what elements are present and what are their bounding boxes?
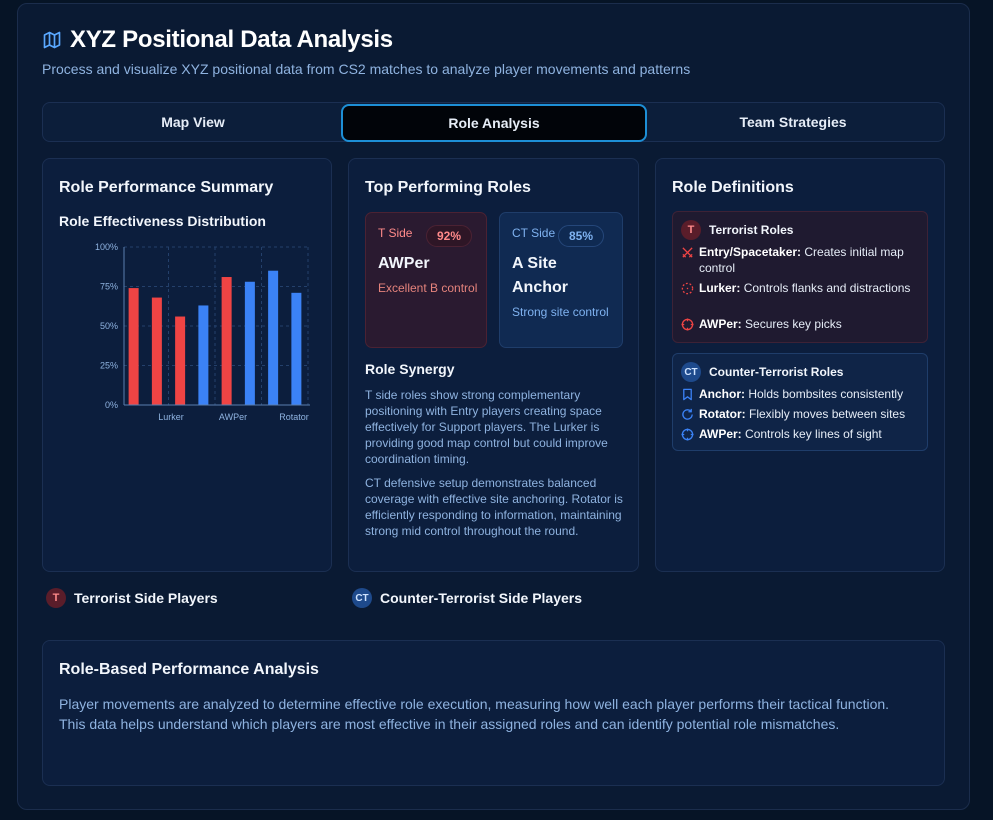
- y-tick-label: 50%: [100, 321, 118, 331]
- legend-t-badge: T: [46, 588, 66, 608]
- analysis-body: Player movements are analyzed to determi…: [59, 696, 890, 732]
- ct-side-label: CT Side: [512, 226, 556, 240]
- page-title-text: XYZ Positional Data Analysis: [70, 26, 393, 53]
- ct-roles-heading: CT Counter-Terrorist Roles: [681, 362, 843, 382]
- page-title: XYZ Positional Data Analysis: [42, 26, 393, 54]
- def-lurker-name: Lurker:: [699, 281, 741, 295]
- t-badge: T: [681, 220, 701, 240]
- x-tick-label: AWPer: [219, 412, 247, 422]
- def-ct-awper: AWPer: Controls key lines of sight: [681, 426, 921, 442]
- ct-badge: CT: [681, 362, 701, 382]
- role-performance-title: Role Performance Summary: [59, 179, 274, 196]
- legend-ct-label: Counter-Terrorist Side Players: [380, 590, 583, 606]
- role-definitions-card: Role Definitions T Terrorist Roles Entry…: [655, 158, 945, 572]
- crosshair-icon: [681, 318, 694, 331]
- bar-t: [151, 297, 162, 405]
- y-tick-label: 75%: [100, 282, 118, 292]
- def-t-awper-desc: Secures key picks: [745, 317, 842, 331]
- def-t-awper-name: AWPer:: [699, 317, 742, 331]
- x-tick-label: Lurker: [158, 412, 184, 422]
- ct-roles-label: Counter-Terrorist Roles: [709, 365, 844, 379]
- role-performance-card: Role Performance Summary Role Effectiven…: [42, 158, 332, 572]
- bar-ct: [244, 281, 255, 405]
- terrorist-roles-box: T Terrorist Roles Entry/Spacetaker: Crea…: [672, 211, 928, 343]
- def-lurker-desc: Controls flanks and distractions: [743, 281, 911, 295]
- map-icon: [43, 31, 61, 49]
- def-rotator-name: Rotator:: [699, 407, 746, 421]
- def-rotator-desc: Flexibly moves between sites: [749, 407, 906, 421]
- rotate-icon: [682, 408, 693, 420]
- ct-side-role-name: A Site Anchor: [512, 255, 568, 296]
- t-side-role-desc: Excellent B control: [378, 281, 478, 295]
- def-ct-awper-desc: Controls key lines of sight: [745, 427, 882, 441]
- tab-map-view[interactable]: Map View: [161, 114, 225, 130]
- bar-ct: [198, 305, 209, 405]
- bar-t: [175, 316, 186, 405]
- bar-ct: [268, 270, 279, 405]
- def-anchor: Anchor: Holds bombsites consistently: [681, 386, 921, 402]
- def-entry-desc: Creates initial map control: [699, 245, 904, 275]
- legend-terrorist: T Terrorist Side Players: [46, 588, 218, 608]
- tab-team-strategies[interactable]: Team Strategies: [739, 114, 847, 130]
- page-subtitle: Process and visualize XYZ positional dat…: [42, 61, 691, 77]
- def-anchor-desc: Holds bombsites consistently: [748, 387, 904, 401]
- def-rotator: Rotator: Flexibly moves between sites: [681, 406, 921, 422]
- legend-t-label: Terrorist Side Players: [74, 590, 218, 606]
- t-side-pct-badge: 92%: [426, 225, 473, 247]
- analysis-title: Role-Based Performance Analysis: [59, 661, 319, 678]
- bookmark-icon: [683, 388, 692, 401]
- ct-side-pct-badge: 85%: [558, 225, 605, 247]
- role-based-analysis-card: Role-Based Performance Analysis Player m…: [42, 640, 945, 786]
- terrorist-roles-label: Terrorist Roles: [709, 223, 794, 237]
- ct-side-role-desc: Strong site control: [512, 305, 609, 319]
- legend-ct-badge: CT: [352, 588, 372, 608]
- swords-icon: [682, 247, 693, 258]
- def-t-awper: AWPer: Secures key picks: [681, 316, 921, 332]
- ct-roles-box: CT Counter-Terrorist Roles Anchor: Holds…: [672, 353, 928, 451]
- y-tick-label: 0%: [105, 400, 118, 410]
- role-definitions-title: Role Definitions: [672, 179, 794, 196]
- role-synergy-t-text: T side roles show strong complementary p…: [365, 388, 608, 466]
- def-entry-spacetaker: Entry/Spacetaker: Creates initial map co…: [681, 244, 921, 276]
- role-synergy-title: Role Synergy: [365, 361, 455, 377]
- ct-side-top-role: CT Side 85% A Site Anchor Strong site co…: [499, 212, 623, 348]
- x-tick-label: Rotator: [279, 412, 309, 422]
- chart-title: Role Effectiveness Distribution: [59, 213, 266, 229]
- bar-ct: [291, 292, 302, 405]
- role-synergy-ct-text: CT defensive setup demonstrates balanced…: [365, 476, 623, 538]
- y-tick-label: 25%: [100, 361, 118, 371]
- y-tick-label: 100%: [95, 242, 118, 252]
- top-roles-title: Top Performing Roles: [365, 179, 531, 196]
- tab-bar: Map View Role Analysis Team Strategies: [42, 102, 945, 142]
- dashed-circle-icon: [681, 282, 694, 295]
- crosshair-icon: [681, 428, 694, 441]
- t-side-top-role: T Side 92% AWPer Excellent B control: [365, 212, 487, 348]
- def-anchor-name: Anchor:: [699, 387, 745, 401]
- bar-t: [221, 277, 232, 405]
- def-lurker: Lurker: Controls flanks and distractions: [681, 280, 921, 296]
- terrorist-roles-heading: T Terrorist Roles: [681, 220, 793, 240]
- t-side-label: T Side: [378, 226, 413, 240]
- def-ct-awper-name: AWPer:: [699, 427, 742, 441]
- bar-t: [128, 288, 139, 405]
- t-side-role-name: AWPer: [378, 255, 430, 272]
- role-effectiveness-chart: 0% 25% 50% 75% 100% Lurker AWPer Rotator: [95, 242, 310, 422]
- legend-counter-terrorist: CT Counter-Terrorist Side Players: [352, 588, 582, 608]
- top-roles-card: Top Performing Roles T Side 92% AWPer Ex…: [348, 158, 639, 572]
- def-entry-name: Entry/Spacetaker:: [699, 245, 802, 259]
- tab-role-analysis[interactable]: Role Analysis: [341, 104, 647, 142]
